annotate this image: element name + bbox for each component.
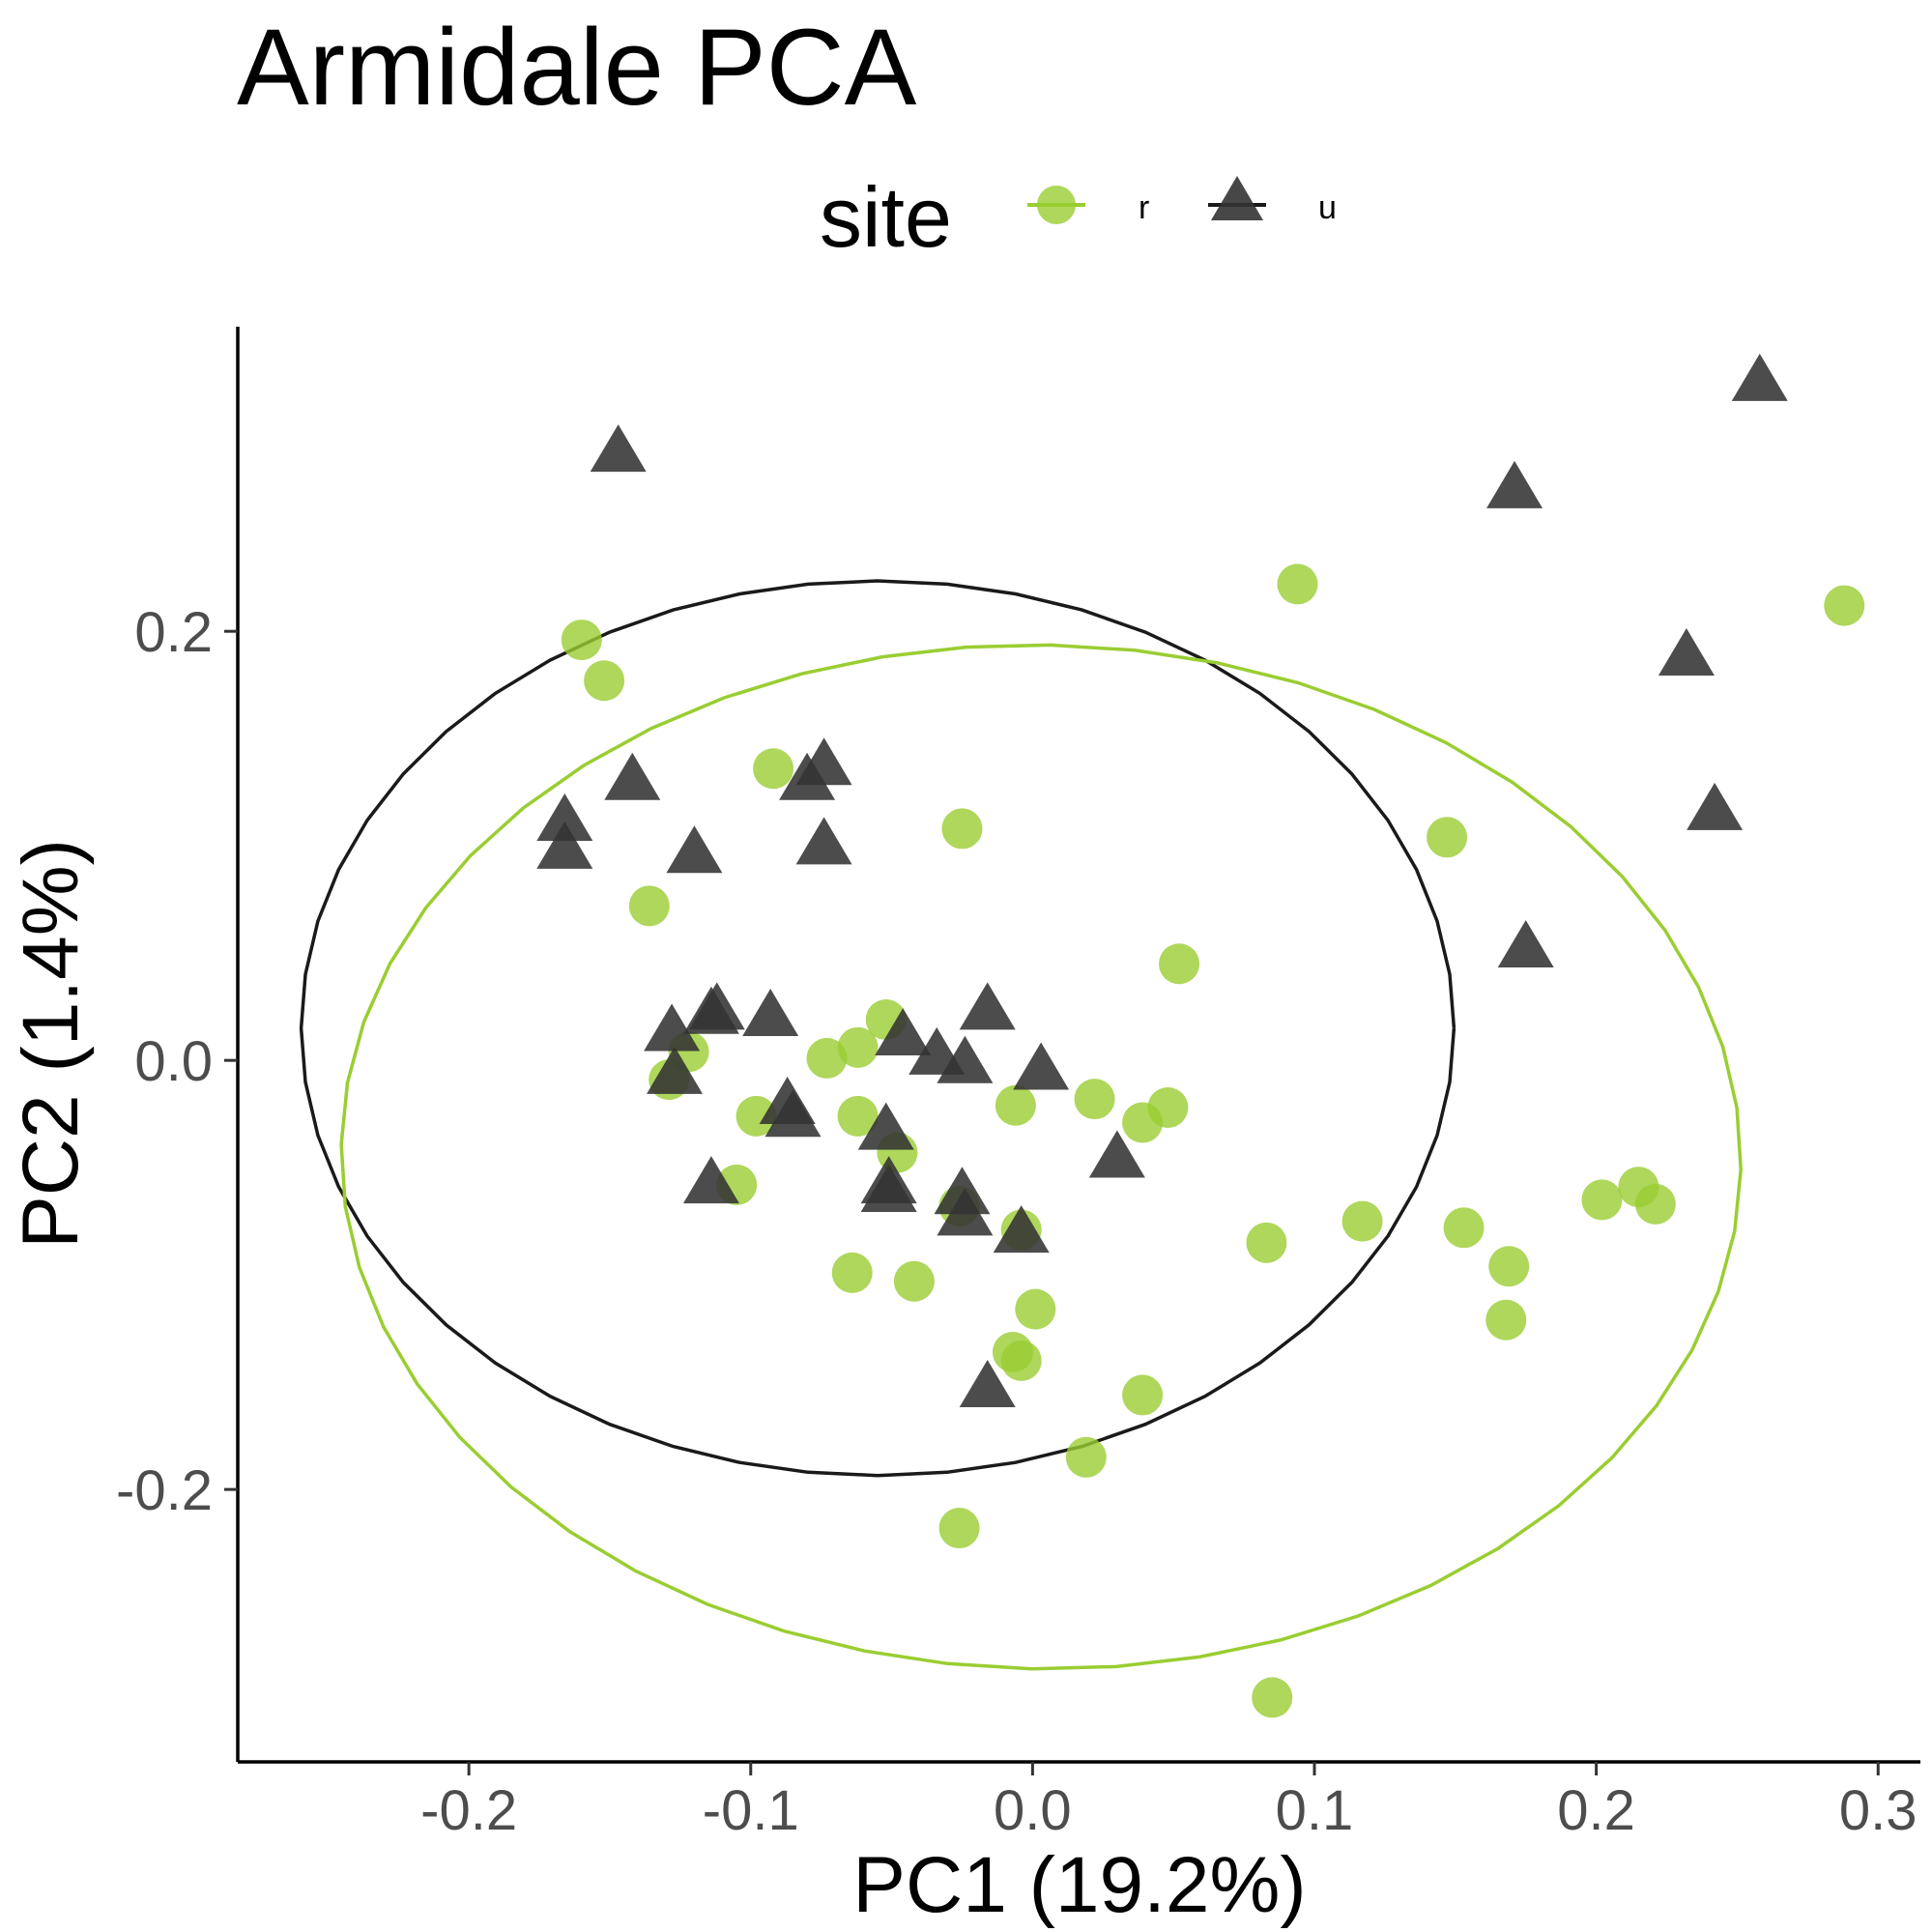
data-point-u	[937, 1188, 994, 1236]
x-tick-label: 0.0	[994, 1779, 1072, 1842]
data-point-r	[1341, 1200, 1383, 1242]
confidence-ellipse-u	[299, 579, 1456, 1478]
data-point-u	[644, 1003, 701, 1052]
data-point-u	[742, 988, 799, 1036]
legend: site r u	[820, 169, 1337, 265]
data-point-r	[1065, 1436, 1107, 1478]
data-point-u	[604, 752, 661, 800]
data-point-u	[779, 752, 836, 800]
legend-label-r: r	[1139, 189, 1149, 226]
data-point-r	[735, 1095, 777, 1137]
data-point-r	[995, 1084, 1036, 1126]
x-tick-label: 0.2	[1557, 1779, 1635, 1842]
data-point-r	[1427, 817, 1468, 858]
data-point-r	[831, 1252, 873, 1293]
data-point-r	[837, 1026, 879, 1068]
legend-title: site	[820, 169, 952, 265]
data-point-r	[1485, 1299, 1527, 1341]
data-point-r	[584, 660, 625, 702]
data-point-u	[1088, 1130, 1145, 1178]
legend-key-r	[1027, 186, 1085, 224]
data-point-r	[938, 1508, 980, 1549]
x-tick-label: 0.1	[1276, 1779, 1354, 1842]
data-point-u	[682, 1156, 739, 1204]
data-point-r	[1122, 1374, 1164, 1416]
confidence-ellipse-r	[339, 643, 1743, 1671]
data-point-r	[1488, 1246, 1530, 1287]
data-point-u	[993, 1205, 1050, 1254]
data-point-r	[1634, 1183, 1676, 1225]
data-point-u	[860, 1164, 917, 1212]
data-point-u	[937, 1035, 994, 1083]
data-point-r	[1277, 563, 1318, 605]
data-point-u	[959, 1359, 1016, 1407]
chart-title: Armidale PCA	[237, 7, 917, 128]
data-point-r	[1074, 1079, 1115, 1120]
data-point-u	[1013, 1042, 1070, 1090]
data-point-u	[1658, 628, 1715, 677]
data-point-u	[857, 1102, 914, 1150]
data-point-u	[1497, 919, 1554, 967]
legend-key-u	[1208, 176, 1266, 220]
data-point-u	[875, 1007, 932, 1055]
data-point-r	[941, 808, 983, 850]
data-point-r	[1443, 1207, 1485, 1249]
data-point-u	[959, 982, 1016, 1030]
data-point-r	[1252, 1677, 1293, 1718]
y-tick-label: 0.0	[134, 1030, 213, 1093]
y-axis-title: PC2 (1.4%)	[7, 839, 95, 1249]
data-point-u	[1687, 782, 1744, 830]
y-tick-label: 0.2	[134, 601, 213, 664]
data-point-r	[837, 1095, 879, 1137]
data-point-r	[1824, 585, 1865, 626]
data-point-u	[590, 424, 647, 473]
y-tick-label: -0.2	[116, 1459, 213, 1522]
x-axis-title: PC1 (19.2%)	[852, 1841, 1306, 1929]
data-point-r	[1015, 1288, 1056, 1330]
x-tick-label: -0.1	[703, 1779, 799, 1842]
data-point-r	[893, 1260, 935, 1302]
data-point-r	[806, 1037, 848, 1079]
data-point-r	[628, 885, 670, 927]
legend-key-r-circle-icon	[1037, 186, 1076, 224]
data-point-r	[1246, 1222, 1287, 1263]
x-tick-label: -0.2	[420, 1779, 517, 1842]
data-point-u	[647, 1046, 704, 1094]
x-tick-label: 0.3	[1839, 1779, 1918, 1842]
legend-key-u-triangle-icon	[1211, 176, 1263, 220]
data-point-r	[1159, 943, 1200, 985]
data-point-u	[666, 825, 723, 874]
data-point-u	[795, 817, 852, 865]
x-axis-ticks: -0.2 -0.1 0.0 0.1 0.2 0.3	[420, 1762, 1918, 1842]
data-point-u	[1731, 353, 1788, 401]
data-point-u	[764, 1089, 822, 1138]
data-point-r	[1122, 1102, 1164, 1143]
legend-label-u: u	[1318, 189, 1337, 226]
data-point-u	[536, 793, 593, 841]
data-point-r	[1000, 1340, 1042, 1381]
data-point-r	[561, 620, 602, 661]
y-axis-ticks: -0.2 0.0 0.2	[116, 601, 238, 1522]
data-point-r	[753, 748, 794, 790]
data-point-u	[536, 821, 593, 869]
data-point-u	[934, 1167, 991, 1215]
data-point-u	[688, 982, 745, 1030]
plot-area	[299, 353, 1865, 1718]
data-point-r	[1581, 1179, 1623, 1221]
data-point-u	[1486, 460, 1543, 508]
